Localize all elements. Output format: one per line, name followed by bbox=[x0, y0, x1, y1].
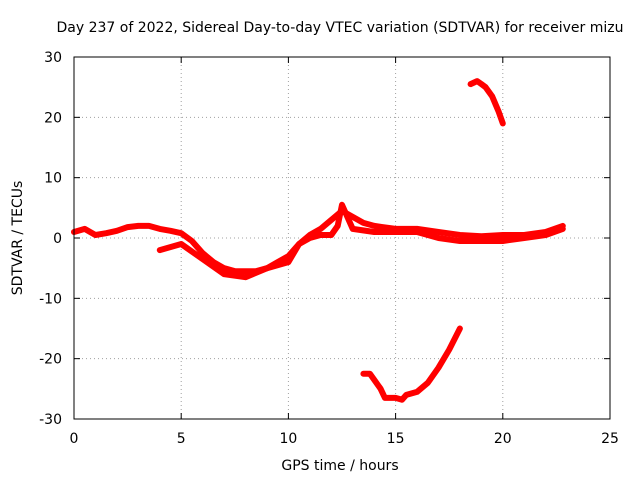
data-point bbox=[339, 202, 345, 208]
data-point bbox=[478, 238, 484, 244]
data-point bbox=[500, 120, 506, 126]
data-point bbox=[521, 235, 527, 241]
data-point bbox=[242, 274, 249, 280]
data-point bbox=[200, 250, 206, 256]
series-line-lower-band bbox=[156, 201, 566, 281]
y-tick-label: 20 bbox=[44, 110, 62, 126]
data-point bbox=[307, 235, 313, 241]
data-point bbox=[318, 226, 324, 232]
data-point bbox=[125, 224, 131, 230]
data-point bbox=[367, 371, 373, 377]
data-point bbox=[414, 229, 420, 235]
data-point bbox=[221, 265, 227, 271]
data-point bbox=[393, 395, 399, 401]
data-point bbox=[414, 389, 420, 395]
data-point bbox=[489, 93, 495, 99]
data-point bbox=[157, 247, 163, 253]
data-point bbox=[82, 226, 88, 232]
data-point bbox=[178, 241, 184, 247]
data-point bbox=[318, 232, 324, 238]
data-point bbox=[500, 232, 506, 238]
data-point bbox=[135, 223, 141, 229]
y-tick-label: -10 bbox=[39, 291, 62, 307]
data-point bbox=[500, 238, 506, 244]
x-tick-label: 15 bbox=[387, 431, 405, 447]
chart-title: Day 237 of 2022, Sidereal Day-to-day VTE… bbox=[57, 20, 624, 36]
x-tick-label: 25 bbox=[601, 431, 619, 447]
y-tick-label: -30 bbox=[39, 412, 62, 428]
data-point bbox=[457, 238, 463, 244]
data-point bbox=[371, 377, 377, 383]
data-point bbox=[393, 229, 399, 235]
data-point bbox=[360, 220, 366, 226]
data-point bbox=[474, 78, 480, 84]
data-point bbox=[371, 223, 377, 229]
data-point bbox=[403, 392, 409, 398]
data-point bbox=[328, 232, 334, 238]
data-point bbox=[114, 228, 120, 234]
y-axis-label: SDTVAR / TECUs bbox=[10, 181, 26, 296]
data-point bbox=[103, 230, 109, 236]
data-point bbox=[335, 223, 341, 229]
data-point bbox=[560, 226, 566, 232]
data-point bbox=[189, 238, 195, 244]
data-point bbox=[371, 229, 377, 235]
data-point bbox=[483, 84, 489, 90]
data-point bbox=[328, 217, 334, 223]
data-point bbox=[350, 226, 356, 232]
data-point bbox=[457, 325, 463, 332]
data-point bbox=[435, 235, 442, 241]
data-point bbox=[285, 259, 291, 265]
axis-ticks bbox=[73, 56, 611, 420]
series-line-low-branch bbox=[360, 325, 463, 403]
data-point bbox=[242, 268, 249, 274]
x-tick-label: 20 bbox=[494, 431, 512, 447]
data-point bbox=[478, 81, 484, 87]
x-axis-label: GPS time / hours bbox=[281, 458, 398, 474]
data-point bbox=[543, 232, 549, 238]
data-point bbox=[350, 214, 356, 220]
y-tick-label: 10 bbox=[44, 171, 62, 187]
data-point bbox=[435, 365, 442, 371]
data-point bbox=[264, 265, 270, 271]
data-point bbox=[178, 230, 184, 236]
data-point bbox=[425, 380, 431, 386]
y-tick-label: -20 bbox=[39, 352, 62, 368]
data-point bbox=[157, 226, 163, 232]
data-point bbox=[382, 395, 388, 401]
x-tick-label: 5 bbox=[177, 431, 186, 447]
y-tick-label: 0 bbox=[53, 231, 62, 247]
data-point bbox=[167, 228, 174, 234]
data-point bbox=[478, 233, 484, 239]
data-series bbox=[71, 78, 566, 403]
data-point bbox=[457, 232, 463, 238]
y-tick-label: 30 bbox=[44, 50, 62, 66]
data-point bbox=[360, 371, 366, 377]
data-point bbox=[296, 241, 302, 247]
data-point bbox=[378, 386, 384, 392]
data-point bbox=[221, 271, 227, 277]
data-point bbox=[92, 232, 98, 238]
tick-labels: 0 5 10 15 20 25 -30 -20 -10 0 10 20 30 bbox=[39, 50, 619, 447]
data-point bbox=[446, 347, 452, 353]
x-tick-label: 0 bbox=[70, 431, 79, 447]
data-point bbox=[435, 229, 442, 235]
data-point bbox=[146, 223, 152, 229]
data-point bbox=[495, 108, 502, 114]
data-point bbox=[468, 81, 474, 87]
data-point bbox=[200, 256, 206, 262]
x-tick-label: 10 bbox=[279, 431, 297, 447]
data-point bbox=[399, 397, 405, 403]
